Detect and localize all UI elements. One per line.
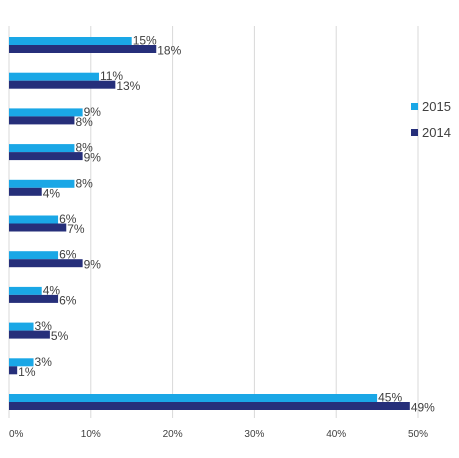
bar-2015-9 <box>9 358 34 367</box>
x-tick-label-3: 30% <box>244 429 264 440</box>
data-label-2014-2: 8% <box>75 115 93 129</box>
bar-2014-8 <box>9 330 50 339</box>
data-label-2014-3: 9% <box>84 151 102 165</box>
legend-label-2015: 2015 <box>422 99 451 114</box>
data-label-2015-7: 4% <box>43 283 61 297</box>
data-label-2015-4: 8% <box>75 176 93 190</box>
x-axis-ticks: 0% 10% 20% 30% 40% 50% <box>9 429 428 440</box>
bar-2014-7 <box>9 294 59 303</box>
bar-2015-0 <box>9 37 132 45</box>
legend-label-2014: 2014 <box>422 125 451 140</box>
data-labels-group: 15%18%11%13%9%8%8%9%8%4%6%7%6%9%4%6%3%5%… <box>18 34 435 415</box>
data-label-2014-7: 6% <box>59 293 77 307</box>
bars-group <box>9 37 410 410</box>
data-label-2014-4: 4% <box>43 186 61 200</box>
bar-2014-0 <box>9 45 157 53</box>
legend-item-2014: 2014 <box>411 125 451 140</box>
data-label-2015-1: 11% <box>100 69 123 83</box>
bar-2015-7 <box>9 286 42 295</box>
data-label-2014-10: 49% <box>411 401 435 415</box>
bar-2015-3 <box>9 144 75 153</box>
bar-2014-3 <box>9 152 83 161</box>
x-tick-label-1: 10% <box>81 429 101 440</box>
bar-2015-6 <box>9 251 59 260</box>
data-label-2015-6: 6% <box>59 248 77 262</box>
data-label-2015-9: 3% <box>35 355 53 369</box>
x-tick-label-5: 50% <box>408 429 428 440</box>
legend-item-2015: 2015 <box>411 99 451 114</box>
x-tick-label-0: 0% <box>9 429 24 440</box>
bar-2014-9 <box>9 366 18 375</box>
bar-2015-2 <box>9 108 83 117</box>
grid-lines <box>8 26 419 418</box>
data-label-2014-1: 13% <box>116 79 140 93</box>
bar-2015-8 <box>9 322 34 331</box>
data-label-2015-2: 9% <box>84 105 102 119</box>
data-label-2015-0: 15% <box>133 34 157 48</box>
bar-2014-1 <box>9 80 116 89</box>
legend-swatch-2015 <box>411 103 418 110</box>
data-label-2015-8: 3% <box>35 319 53 333</box>
bar-2014-10 <box>9 402 410 410</box>
data-label-2015-3: 8% <box>75 141 93 155</box>
legend-swatch-2014 <box>411 129 418 136</box>
bar-2014-4 <box>9 187 42 196</box>
data-label-2014-8: 5% <box>51 329 69 343</box>
bar-2015-4 <box>9 179 75 188</box>
data-label-2014-5: 7% <box>67 222 85 236</box>
data-label-2014-0: 18% <box>157 44 181 58</box>
data-label-2014-6: 9% <box>84 258 102 272</box>
data-label-2015-5: 6% <box>59 212 77 226</box>
bar-2015-1 <box>9 72 99 81</box>
x-tick-label-4: 40% <box>326 429 346 440</box>
data-label-2014-9: 1% <box>18 365 36 379</box>
data-label-2015-10: 45% <box>378 391 402 405</box>
bar-2015-10 <box>9 394 378 402</box>
x-tick-label-2: 20% <box>163 429 183 440</box>
bar-2014-2 <box>9 116 75 125</box>
bar-2015-5 <box>9 215 59 224</box>
bar-2014-6 <box>9 259 83 268</box>
bar-2014-5 <box>9 223 67 232</box>
